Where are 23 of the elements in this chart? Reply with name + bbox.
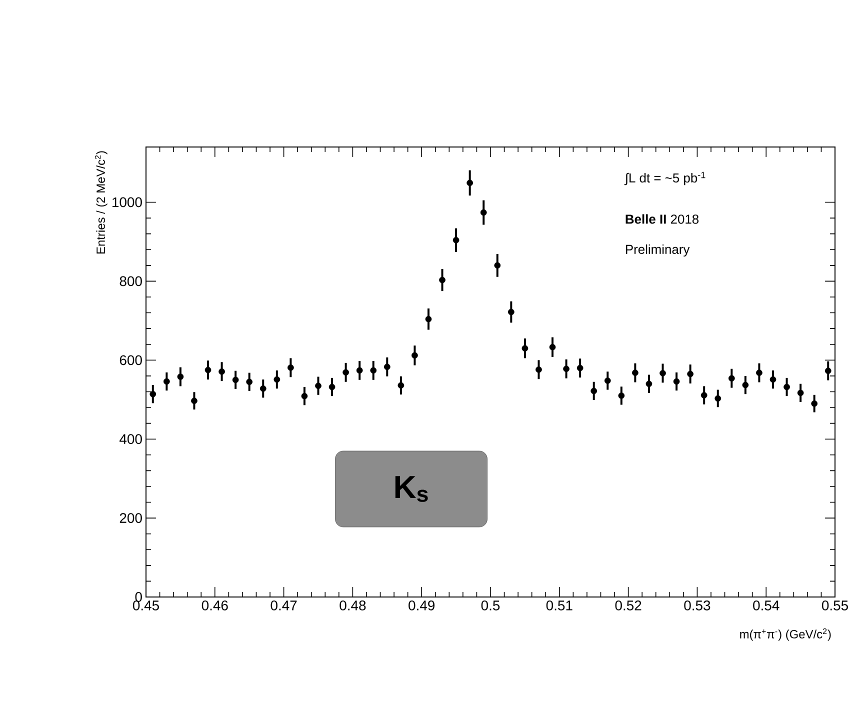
x-tick-label: 0.5 bbox=[481, 600, 500, 610]
x-tick-label: 0.52 bbox=[615, 600, 642, 610]
x-tick-label: 0.53 bbox=[684, 600, 710, 610]
annotation: Preliminary bbox=[626, 244, 690, 257]
y-tick-label: 400 bbox=[120, 434, 142, 444]
x-axis-title: m(π$^{+}$π$^{-}$) (GeV/c$^{2}$) bbox=[740, 628, 831, 641]
annotation: ∫L dt = ~5 pb$^{-1}$ bbox=[624, 172, 706, 186]
x-tick-label: 0.51 bbox=[546, 600, 572, 610]
annotation: K$_{s}$ bbox=[395, 476, 428, 502]
y-tick-label: 200 bbox=[120, 513, 142, 523]
x-tick-label: 0.46 bbox=[202, 600, 228, 610]
x-tick-label: 0.48 bbox=[340, 600, 366, 610]
y-tick-label: 0 bbox=[135, 592, 142, 602]
x-tick-label: 0.45 bbox=[132, 600, 159, 610]
y-tick-label: 600 bbox=[120, 355, 142, 366]
x-tick-label: 0.54 bbox=[753, 600, 780, 610]
x-tick-label: 0.55 bbox=[822, 600, 848, 610]
y-axis-title: Entries / (2 MeV/c$^{2}$) bbox=[94, 151, 108, 254]
x-tick-label: 0.49 bbox=[408, 600, 435, 610]
y-tick-label: 1000 bbox=[112, 197, 142, 208]
y-tick-label: 800 bbox=[120, 276, 142, 286]
annotation: Belle II 2018 bbox=[626, 214, 699, 224]
x-tick-label: 0.47 bbox=[270, 600, 297, 610]
